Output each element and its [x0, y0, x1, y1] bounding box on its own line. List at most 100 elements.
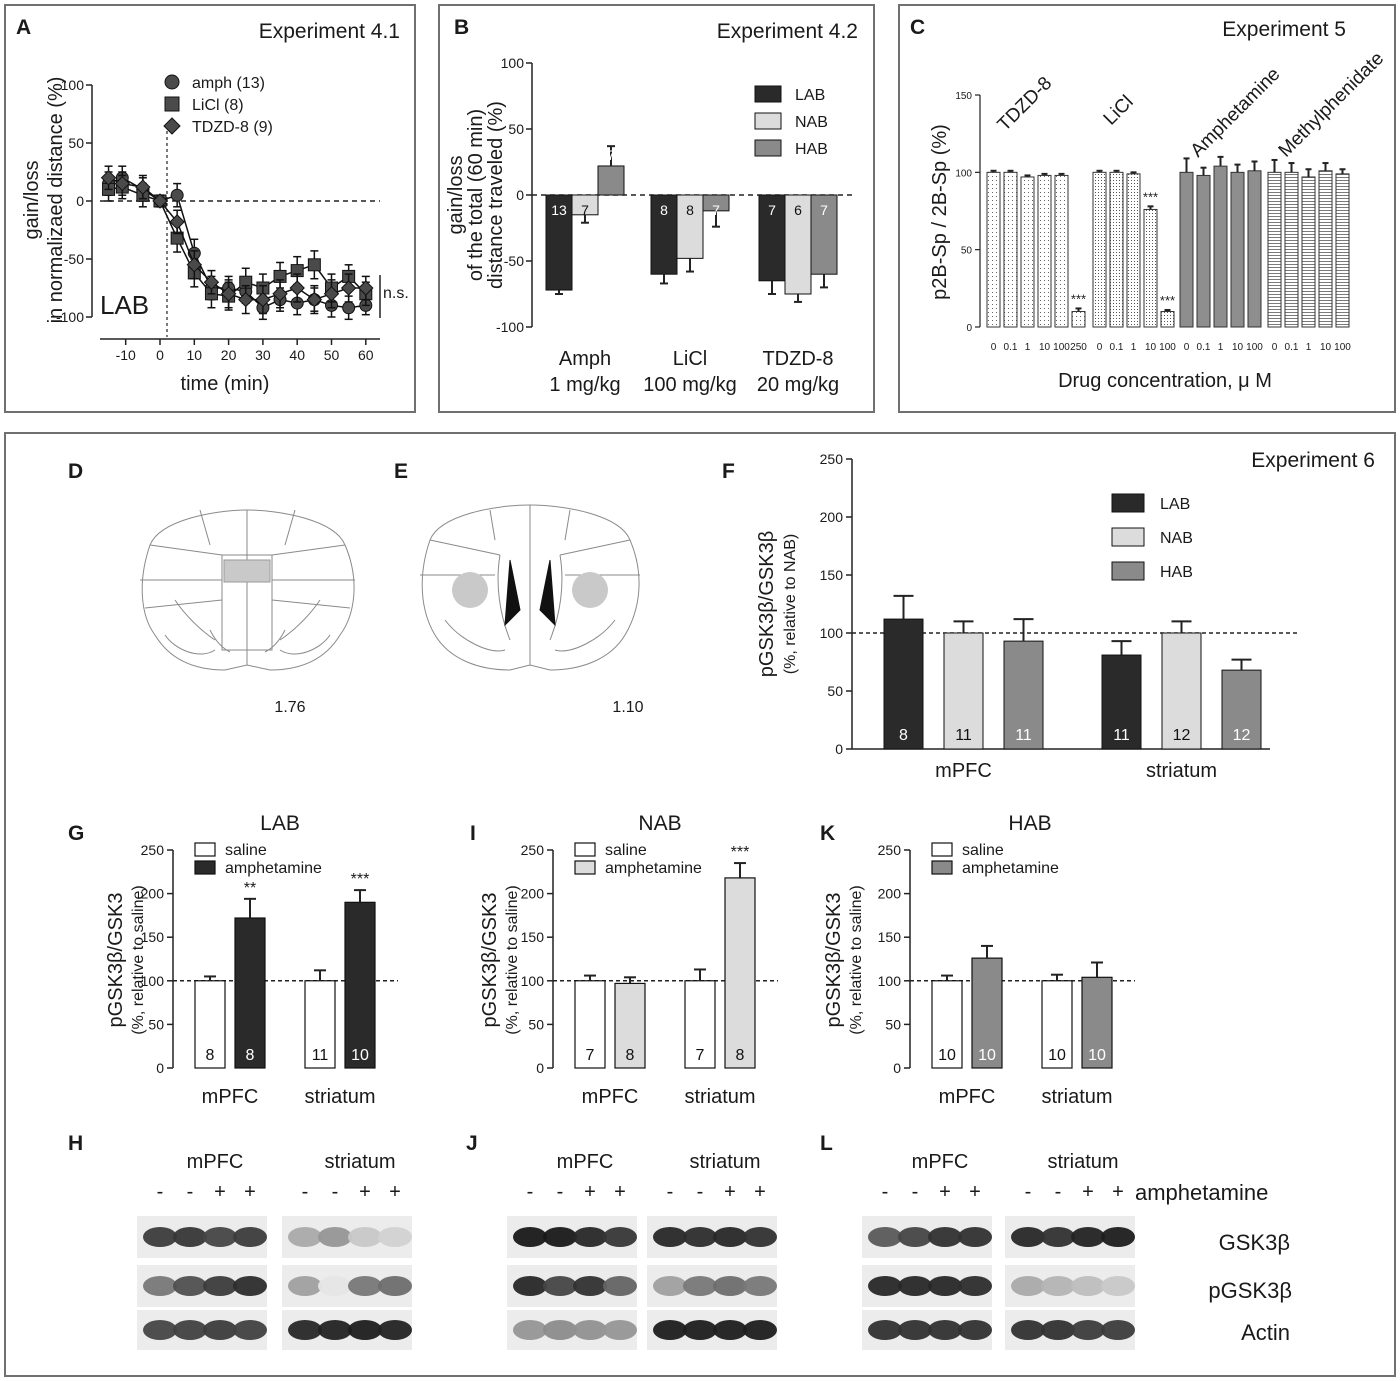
panel-F-y-tick-label: 50: [827, 683, 843, 699]
panel-K-legend-swatch-saline: [931, 842, 953, 857]
blot-H-band: [288, 1276, 322, 1296]
blot-J-band: [513, 1320, 547, 1340]
panel-I-ylabel-1: pGSK3β/GSK3: [479, 893, 501, 1028]
panel-I-n-label: 7: [696, 1047, 705, 1064]
experiment-6-frame: [4, 432, 1396, 1377]
panel-C-title: Experiment 5: [1222, 18, 1346, 41]
blot-J-band: [653, 1227, 687, 1247]
panel-I-y-tick-label: 250: [521, 842, 545, 858]
panel-C-bar: [1196, 174, 1211, 328]
panel-K-n-label: 10: [1048, 1047, 1066, 1064]
panel-F-n-label: 11: [1113, 727, 1130, 744]
panel-A-point: [220, 286, 237, 302]
blot-H-band: [173, 1320, 207, 1340]
blot-L-band: [1101, 1320, 1135, 1340]
panel-B-bar: [650, 194, 678, 275]
panel-B-legend-label: LAB: [795, 87, 825, 104]
panel-A-point: [238, 291, 254, 308]
panel-A-legend-label: LiCl (8): [192, 97, 244, 114]
panel-A-x-tick-label: 60: [358, 347, 374, 363]
panel-A-point: [203, 274, 220, 290]
panel-G-n-label: 10: [351, 1047, 369, 1064]
panel-G-title: LAB: [260, 812, 300, 835]
blot-H-lane-sign: +: [244, 1181, 256, 1203]
panel-A-point: [307, 258, 321, 272]
panel-C-x-tick-label: 100: [1159, 342, 1176, 353]
panel-A-title: Experiment 4.1: [259, 20, 400, 43]
panel-A-legend-marker: [164, 96, 180, 112]
blot-J-band: [603, 1227, 637, 1247]
panel-C-bar: [1003, 171, 1018, 328]
panel-A-legend-label: TDZD-8 (9): [192, 119, 273, 136]
blot-J-lane-sign: +: [584, 1181, 596, 1203]
blot-L-lane-sign: -: [1055, 1181, 1062, 1203]
panel-I-category-label: mPFC: [582, 1086, 639, 1108]
panel-C-x-tick-label: 0.1: [1004, 342, 1018, 353]
blot-H-lane-sign: +: [389, 1181, 401, 1203]
panel-A-x-tick-label: 50: [324, 347, 340, 363]
panel-A-y-tick-label: 0: [76, 193, 84, 209]
panel-A-x-tick-label: -10: [116, 347, 136, 363]
blot-L-band: [1071, 1227, 1105, 1247]
blot-L-band: [868, 1227, 902, 1247]
panel-C-x-tick-label: 1: [1025, 342, 1031, 353]
panel-I-bar: [724, 877, 756, 1069]
panel-B-ylabel-1: gain/loss: [445, 156, 467, 235]
panel-A-point: [289, 280, 305, 296]
blot-L-lane-sign: -: [1025, 1181, 1032, 1203]
blot-L-lane-sign: -: [912, 1181, 919, 1203]
panel-K-ylabel-2: (%, relative to saline): [848, 885, 865, 1034]
panel-I-category-label: striatum: [684, 1086, 755, 1108]
blot-H-band: [233, 1276, 267, 1296]
panel-D-coordinate: 1.76: [274, 699, 305, 716]
blot-L-lane-sign: +: [1112, 1181, 1124, 1203]
panel-F-bar: [1221, 669, 1262, 750]
panel-I-y-tick-label: 150: [521, 929, 545, 945]
blot-H-band: [203, 1276, 237, 1296]
panel-B-bar: [810, 194, 838, 275]
blot-H-band: [288, 1320, 322, 1340]
panel-F-legend-label: NAB: [1160, 530, 1193, 547]
panel-F-n-label: 12: [1173, 727, 1191, 744]
panel-C-x-tick-label: 0: [991, 342, 997, 353]
panel-I-y-tick-label: 200: [521, 886, 545, 902]
panel-J-label: J: [466, 1132, 478, 1155]
blot-H-lane-sign: -: [332, 1181, 339, 1203]
panel-C-bar: [1109, 171, 1124, 328]
panel-F-n-label: 11: [955, 727, 972, 744]
panel-I-n-label: 8: [736, 1047, 745, 1064]
panel-G-ylabel-2: (%, relative to saline): [130, 885, 147, 1034]
blot-J-band: [653, 1276, 687, 1296]
blot-H-lane-sign: +: [359, 1181, 371, 1203]
panel-I-legend-label-treatment: amphetamine: [605, 860, 702, 877]
blot-H-band: [143, 1276, 177, 1296]
blot-L-band: [928, 1276, 962, 1296]
blot-J-region-striatum: striatum: [689, 1151, 760, 1173]
blot-H-band: [378, 1276, 412, 1296]
panel-A-x-tick-label: 40: [289, 347, 305, 363]
panel-I-n-label: 8: [626, 1047, 635, 1064]
panel-A-point: [186, 257, 203, 273]
panel-F-legend-swatch: [1111, 493, 1145, 513]
panel-I-ylabel-2: (%, relative to saline): [504, 885, 521, 1034]
panel-C-bar: [1020, 176, 1035, 328]
blot-H-band: [348, 1276, 382, 1296]
panel-I-n-label: 7: [586, 1047, 595, 1064]
blot-H-band: [378, 1227, 412, 1247]
panel-K-n-label: 10: [978, 1047, 996, 1064]
blot-L-band: [1041, 1320, 1075, 1340]
panel-A-ylabel-2: in normalizaed distance (%): [45, 77, 67, 324]
blot-L-band: [868, 1320, 902, 1340]
panel-G-legend-swatch-treatment: [194, 860, 216, 875]
panel-K-y-tick-label: 200: [878, 886, 902, 902]
blot-J-band: [713, 1227, 747, 1247]
panel-B-n-label: 8: [660, 202, 668, 218]
panel-C-x-tick-label: 10: [1232, 342, 1244, 353]
panel-A-point: [135, 179, 151, 195]
panel-C-frame: [898, 4, 1396, 413]
panel-G-y-tick-label: 150: [141, 929, 165, 945]
blot-L-band: [1101, 1276, 1135, 1296]
blot-H-band: [318, 1227, 352, 1247]
blot-J-band: [713, 1320, 747, 1340]
